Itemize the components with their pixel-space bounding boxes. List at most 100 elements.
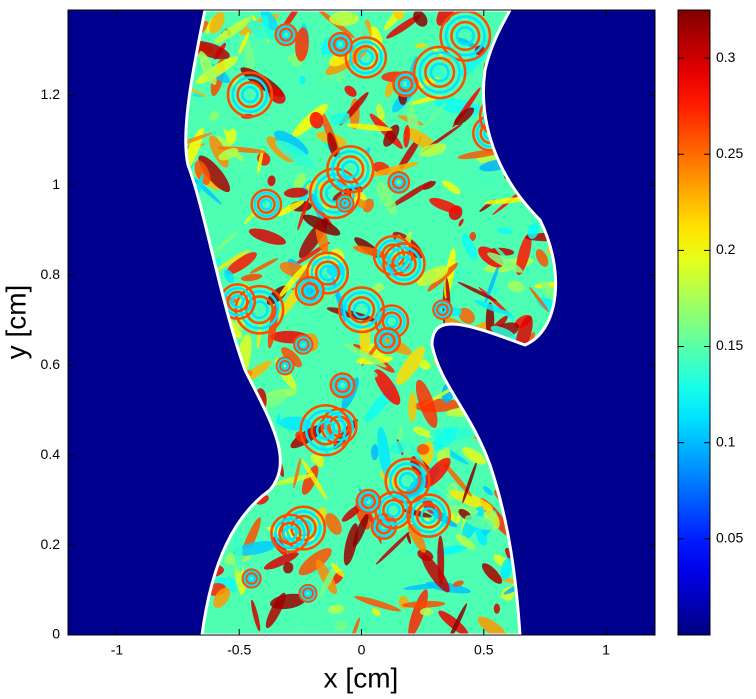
field-eddy bbox=[326, 145, 375, 194]
field-filament bbox=[516, 233, 532, 276]
field-eddy bbox=[335, 39, 346, 50]
field-filament bbox=[213, 587, 231, 608]
x-tick-label: 1 bbox=[602, 642, 610, 658]
field-filament bbox=[212, 230, 239, 254]
field-filament bbox=[527, 222, 540, 239]
field-eddy bbox=[310, 415, 341, 446]
field-eddy bbox=[341, 160, 360, 179]
field-eddy bbox=[314, 173, 356, 214]
field-filament bbox=[436, 10, 456, 26]
field-filament bbox=[477, 616, 507, 635]
field-filament bbox=[185, 132, 213, 149]
x-tick-label: 0.5 bbox=[474, 642, 494, 658]
field-filament bbox=[487, 252, 523, 273]
field-eddy bbox=[379, 332, 396, 349]
field-filament bbox=[458, 218, 464, 227]
field-eddy bbox=[231, 76, 269, 114]
field-filament bbox=[371, 444, 379, 461]
field-filament bbox=[330, 563, 345, 578]
field-filament bbox=[419, 607, 434, 616]
field-eddy bbox=[411, 498, 447, 534]
field-eddy bbox=[300, 281, 319, 300]
field-eddy bbox=[353, 45, 379, 70]
field-eddy bbox=[384, 457, 431, 504]
field-eddy bbox=[415, 502, 442, 529]
field-filament bbox=[189, 40, 230, 60]
field-filament bbox=[251, 599, 261, 632]
field-filament bbox=[343, 523, 359, 566]
field-eddy bbox=[387, 170, 411, 194]
field-eddy bbox=[327, 31, 353, 57]
field-eddy bbox=[450, 20, 481, 51]
field-filament bbox=[334, 620, 348, 631]
field-eddy bbox=[342, 291, 381, 329]
field-filament bbox=[238, 31, 250, 55]
colorbar-tick-label: 0.1 bbox=[716, 433, 736, 449]
field-eddy bbox=[432, 299, 453, 320]
field-filament bbox=[416, 265, 449, 287]
field-filament bbox=[421, 102, 447, 131]
field-filament bbox=[343, 342, 387, 368]
field-filament bbox=[240, 136, 257, 147]
field-filament bbox=[342, 366, 378, 379]
field-eddy bbox=[329, 372, 356, 399]
field-eddy bbox=[335, 194, 355, 213]
field-filament bbox=[359, 321, 371, 356]
field-filament bbox=[418, 359, 431, 370]
field-eddy bbox=[391, 175, 406, 190]
field-eddy bbox=[434, 301, 451, 318]
field-filament bbox=[450, 490, 493, 511]
field-eddy bbox=[281, 29, 291, 40]
field-filament bbox=[408, 440, 432, 482]
field-eddy bbox=[276, 25, 296, 44]
x-tick-label: 0 bbox=[358, 642, 366, 658]
field-filament bbox=[408, 391, 417, 423]
y-tick-label: 0.6 bbox=[41, 356, 61, 372]
field-filament bbox=[396, 425, 404, 444]
field-filament bbox=[223, 128, 230, 140]
field-eddy bbox=[331, 150, 370, 189]
field-eddy bbox=[303, 589, 313, 598]
field-filament bbox=[295, 27, 309, 62]
field-eddy bbox=[398, 472, 417, 490]
x-axis-label: x [cm] bbox=[324, 662, 399, 693]
field-filament bbox=[281, 347, 302, 368]
field-eddy bbox=[280, 361, 290, 370]
field-filament bbox=[419, 143, 447, 157]
field-filament bbox=[198, 51, 217, 85]
field-filament bbox=[377, 426, 391, 479]
field-eddy bbox=[395, 255, 413, 273]
field-eddy bbox=[310, 255, 345, 291]
colorbar-tick-label: 0.2 bbox=[716, 241, 736, 257]
field-filament bbox=[493, 603, 500, 614]
field-filament bbox=[226, 252, 257, 275]
field-filament bbox=[248, 228, 286, 245]
field-eddy bbox=[298, 340, 308, 349]
field-filament bbox=[273, 473, 315, 486]
field-filament bbox=[315, 559, 338, 595]
field-filament bbox=[413, 10, 428, 27]
field-eddy bbox=[391, 251, 417, 277]
field-eddy bbox=[418, 51, 461, 94]
y-tick-label: 0.2 bbox=[41, 536, 61, 552]
field-filament bbox=[359, 542, 376, 557]
field-eddy bbox=[389, 173, 408, 192]
field-eddy bbox=[400, 78, 411, 90]
field-filament bbox=[195, 56, 239, 85]
field-filament bbox=[462, 460, 478, 504]
field-eddy bbox=[381, 311, 403, 332]
field-eddy bbox=[315, 420, 336, 440]
field-filament bbox=[267, 303, 279, 349]
field-filament bbox=[404, 127, 438, 151]
field-eddy bbox=[324, 411, 354, 442]
field-eddy bbox=[247, 574, 256, 583]
colorbar-tick-label: 0.3 bbox=[716, 49, 736, 65]
field-filament bbox=[414, 43, 428, 48]
field-filament bbox=[481, 563, 503, 584]
field-eddy bbox=[382, 498, 405, 522]
field-filament bbox=[403, 125, 410, 148]
field-filament bbox=[328, 604, 345, 614]
field-eddy bbox=[295, 336, 312, 353]
field-filament bbox=[293, 172, 306, 189]
field-filament bbox=[422, 181, 436, 190]
